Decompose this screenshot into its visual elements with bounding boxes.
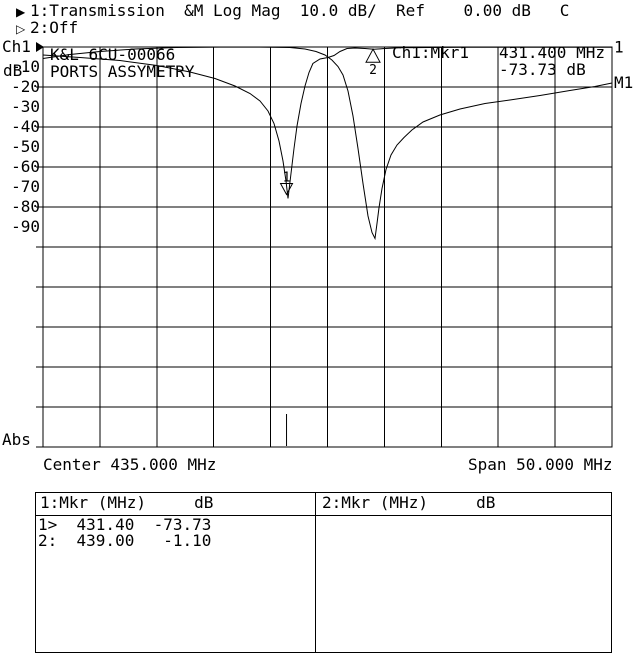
marker-2-number: 2 (369, 63, 377, 78)
marker-table-header-ch2: 2:Mkr (MHz) dB (322, 493, 496, 512)
marker-table-divider (315, 493, 316, 652)
trace1-active-icon: ▶ (16, 5, 26, 19)
trace-end-label: 1 (614, 37, 624, 56)
marker-1-icon (279, 182, 294, 196)
marker-table-header-rule (36, 515, 611, 516)
device-title-line2: PORTS ASSYMETRY (50, 62, 195, 81)
marker-table-header-ch1: 1:Mkr (MHz) dB (40, 493, 214, 512)
trace-end-label: M1 (614, 73, 633, 92)
center-frequency-label: Center 435.000 MHz (43, 455, 217, 474)
marker-table (35, 492, 612, 653)
marker-readout-label: Ch1:Mkr1 (392, 43, 470, 62)
span-frequency-label: Span 50.000 MHz (468, 455, 613, 474)
trace2-inactive-icon: ▷ (16, 22, 26, 36)
y-axis-tick-label: -70 (11, 177, 40, 196)
y-axis-tick-label: -50 (11, 137, 40, 156)
marker-table-row: 1> 431.40 -73.73 (38, 515, 212, 534)
marker-readout-freq: 431.400 MHz (499, 43, 605, 62)
channel-label: Ch1 (2, 37, 31, 56)
trace-memory (42, 46, 613, 241)
y-axis-unit-label: dB (3, 61, 23, 80)
trace1-menu-label: 1:Transmission &M Log Mag 10.0 dB/ Ref 0… (30, 1, 570, 20)
y-axis-tick-label: -90 (11, 217, 40, 236)
trace2-menu-label: 2:Off (30, 18, 79, 37)
marker-1-number: 1 (283, 170, 291, 185)
reference-level-icon (36, 42, 44, 52)
y-axis-bottom-label: Abs (2, 430, 31, 449)
marker-2-icon (365, 48, 381, 63)
device-title-line1: K&L 6CU-00066 (50, 45, 176, 64)
y-axis-tick-label: -60 (11, 157, 40, 176)
y-axis-tick-label: -40 (11, 117, 40, 136)
y-axis-tick-label: -80 (11, 197, 40, 216)
y-axis-tick-label: -30 (11, 97, 40, 116)
marker-readout-level: -73.73 dB (499, 60, 586, 79)
y-axis-tick-label: -10 (11, 57, 40, 76)
trace-1 (42, 46, 613, 199)
y-axis-tick-label: -20 (11, 77, 40, 96)
marker-table-row: 2: 439.00 -1.10 (38, 531, 212, 550)
